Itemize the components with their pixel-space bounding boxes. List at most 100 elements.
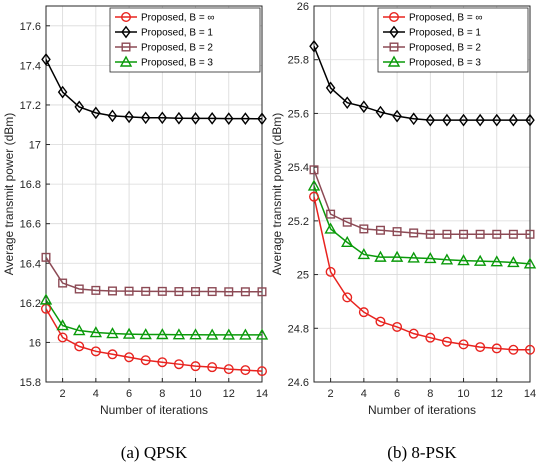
data-point bbox=[342, 96, 353, 110]
data-point bbox=[458, 113, 469, 127]
legend-marker bbox=[389, 42, 399, 52]
data-point bbox=[508, 229, 518, 239]
data-point bbox=[157, 111, 168, 125]
marker-layer bbox=[39, 53, 269, 377]
data-point bbox=[257, 366, 268, 377]
data-point bbox=[39, 293, 53, 305]
data-point bbox=[74, 341, 85, 352]
series-line-3 bbox=[46, 256, 262, 293]
data-point bbox=[392, 321, 403, 332]
data-point bbox=[157, 357, 168, 368]
x-tick-label: 10 bbox=[457, 388, 469, 400]
data-point bbox=[257, 112, 267, 126]
data-point bbox=[475, 229, 485, 239]
legend-label: Proposed, B = 1 bbox=[409, 28, 481, 39]
legend-marker bbox=[389, 25, 399, 39]
data-point bbox=[307, 179, 321, 191]
legend-label: Proposed, B = 3 bbox=[409, 58, 481, 69]
data-point bbox=[324, 222, 337, 234]
legend-marker bbox=[387, 55, 401, 67]
marker-layer bbox=[307, 39, 537, 355]
data-point bbox=[473, 254, 487, 266]
data-point bbox=[173, 359, 184, 370]
data-point bbox=[375, 225, 385, 235]
data-point bbox=[342, 217, 352, 227]
data-point bbox=[374, 250, 387, 262]
data-point bbox=[106, 327, 119, 339]
data-point bbox=[140, 111, 151, 125]
subfigure-caption: (b) 8-PSK bbox=[387, 443, 457, 462]
x-tick-label: 8 bbox=[159, 388, 165, 400]
data-point bbox=[408, 328, 419, 339]
data-point bbox=[525, 113, 535, 127]
data-point bbox=[156, 328, 169, 340]
legend-marker bbox=[121, 25, 131, 39]
y-axis-label: Average transmit power (dBm) bbox=[2, 113, 16, 276]
data-point bbox=[191, 287, 201, 297]
data-point bbox=[341, 235, 354, 248]
data-point bbox=[475, 342, 486, 353]
x-tick-label: 12 bbox=[223, 388, 235, 400]
x-tick-label: 2 bbox=[328, 388, 334, 400]
series-line-1 bbox=[314, 196, 530, 351]
data-point bbox=[91, 285, 101, 295]
data-point bbox=[190, 361, 201, 372]
data-point bbox=[257, 287, 267, 297]
data-point bbox=[124, 352, 135, 363]
y-tick-label: 17.4 bbox=[20, 60, 41, 72]
y-tick-label: 16.2 bbox=[20, 298, 41, 310]
data-point bbox=[492, 229, 502, 239]
subfigure-caption: (a) QPSK bbox=[121, 443, 188, 462]
legend: Proposed, B = ∞ Proposed, B = 1 Proposed, … bbox=[109, 7, 261, 73]
y-tick-label: 17.6 bbox=[20, 21, 41, 33]
data-point bbox=[222, 328, 235, 340]
data-point bbox=[174, 287, 184, 297]
legend-label: Proposed, B = 2 bbox=[141, 43, 213, 54]
chart-panel-2: 2 4 6 8 10 12 14 24.6 24.8 25 25.2 25.4 25.6 25.8 26 Nu… bbox=[270, 1, 537, 462]
y-tick-label: 17.2 bbox=[20, 100, 41, 112]
data-point bbox=[240, 365, 251, 376]
legend-label: Proposed, B = ∞ bbox=[141, 13, 215, 24]
y-tick-label: 25.4 bbox=[288, 162, 309, 174]
data-point bbox=[309, 165, 319, 175]
y-tick-label: 16 bbox=[29, 337, 41, 349]
y-tick-label: 16.6 bbox=[20, 219, 41, 231]
data-point bbox=[157, 286, 167, 296]
data-point bbox=[357, 247, 371, 260]
data-point bbox=[224, 287, 234, 297]
x-tick-label: 6 bbox=[394, 388, 400, 400]
data-point bbox=[139, 328, 152, 340]
data-point bbox=[57, 332, 68, 343]
data-point bbox=[458, 339, 469, 350]
data-point bbox=[325, 81, 336, 95]
data-point bbox=[459, 229, 469, 239]
x-tick-label: 4 bbox=[361, 388, 367, 400]
y-tick-label: 26 bbox=[297, 1, 309, 13]
data-point bbox=[89, 326, 103, 338]
data-point bbox=[73, 324, 86, 336]
data-point bbox=[41, 53, 51, 66]
data-point bbox=[326, 209, 336, 219]
data-point bbox=[207, 112, 217, 125]
y-tick-label: 24.8 bbox=[288, 323, 309, 335]
x-tick-label: 10 bbox=[189, 388, 201, 400]
data-point bbox=[207, 362, 218, 373]
data-point bbox=[408, 112, 419, 126]
data-point bbox=[107, 286, 117, 296]
legend-label: Proposed, B = 1 bbox=[141, 28, 213, 39]
data-point bbox=[375, 105, 386, 119]
data-point bbox=[57, 85, 68, 99]
x-tick-label: 14 bbox=[256, 388, 268, 400]
x-tick-label: 12 bbox=[491, 388, 503, 400]
data-point bbox=[90, 346, 101, 357]
data-point bbox=[207, 287, 217, 297]
data-point bbox=[475, 113, 485, 127]
axes-frame bbox=[45, 5, 263, 383]
data-point bbox=[122, 327, 136, 339]
data-point bbox=[442, 113, 452, 127]
data-point bbox=[223, 364, 234, 375]
data-point bbox=[124, 110, 134, 124]
data-point bbox=[240, 287, 250, 297]
data-point bbox=[441, 336, 452, 347]
y-tick-label: 24.6 bbox=[288, 377, 309, 389]
